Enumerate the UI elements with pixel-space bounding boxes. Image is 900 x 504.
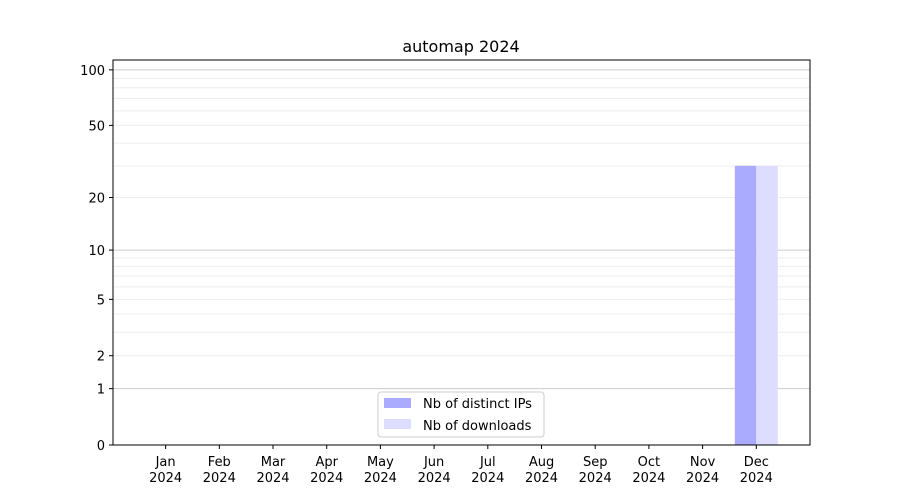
- x-axis: Jan 2024 Feb 2024 Mar 2024 Apr 2024 May 2024 Jun 20…: [149, 445, 773, 486]
- y-tick-label: 2: [97, 350, 105, 365]
- y-tick-label: 100: [80, 64, 105, 79]
- x-tick-label: May 2024: [364, 455, 397, 486]
- x-tick-label: Sep 2024: [579, 455, 612, 486]
- bar-ips: [734, 165, 757, 445]
- plot-frame: [112, 59, 811, 446]
- x-tick-label: Aug 2024: [525, 455, 558, 486]
- y-tick-label: 10: [88, 244, 105, 259]
- y-tick-label: 20: [88, 192, 105, 207]
- x-tick-label: Apr 2024: [310, 455, 343, 486]
- x-tick-label: Jun 2024: [418, 455, 451, 486]
- x-tick-label: Mar 2024: [256, 455, 289, 486]
- y-axis: 0 1 2 5 10 20 50 100: [80, 64, 113, 454]
- legend: Nb of distinct IPs Nb of downloads: [377, 391, 545, 438]
- x-tick-label: Feb 2024: [203, 455, 236, 486]
- x-tick-label: Nov 2024: [686, 455, 719, 486]
- x-tick-label: Jan 2024: [149, 455, 182, 486]
- legend-swatch-downloads: [384, 419, 411, 429]
- y-tick-label: 50: [88, 119, 105, 134]
- chart-title: automap 2024: [402, 37, 519, 56]
- legend-label-ips: Nb of distinct IPs: [423, 397, 532, 412]
- x-tick-label: Jul 2024: [471, 455, 504, 486]
- y-tick-label: 1: [97, 383, 105, 398]
- x-tick-label: Oct 2024: [632, 455, 665, 486]
- grid: [113, 69, 810, 390]
- legend-label-downloads: Nb of downloads: [423, 419, 532, 434]
- legend-swatch-ips: [384, 398, 411, 408]
- y-tick-label: 0: [97, 439, 105, 454]
- bars: [734, 165, 778, 445]
- y-tick-label: 5: [97, 293, 105, 308]
- bar-downloads: [756, 165, 778, 445]
- x-tick-label: Dec 2024: [740, 455, 773, 486]
